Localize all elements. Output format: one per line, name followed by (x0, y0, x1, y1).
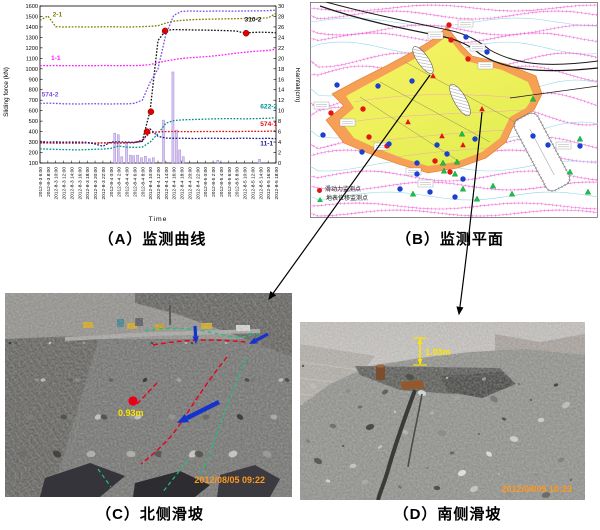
svg-text:2012-8-5 18:00: 2012-8-5 18:00 (274, 167, 280, 200)
svg-text:2012-8-4 10:00: 2012-8-4 10:00 (148, 167, 154, 200)
svg-text:Sliding force (kN): Sliding force (kN) (3, 67, 10, 117)
legend-label-sliding-force: 滑动力监测点 (325, 187, 362, 193)
svg-text:2012-8-3 14:00: 2012-8-3 14:00 (69, 167, 75, 200)
svg-text:1-1: 1-1 (51, 55, 61, 62)
svg-text:100: 100 (29, 161, 38, 167)
svg-text:2012-8-5 4:00: 2012-8-5 4:00 (219, 167, 225, 197)
svg-text:20: 20 (278, 56, 284, 62)
svg-text:622-2: 622-2 (260, 103, 277, 110)
svg-text:22: 22 (278, 46, 284, 52)
svg-text:1000: 1000 (26, 67, 38, 73)
south-slope-photo: 1.03m 2012/08/05 10:23 (299, 322, 585, 501)
monitoring-curve-plot: 1002003004005006007008009001000110012001… (3, 4, 301, 223)
caption-c: （C）北侧滑坡 (96, 506, 204, 523)
svg-text:1100: 1100 (26, 56, 38, 62)
svg-text:400: 400 (29, 130, 38, 136)
svg-text:2012-8-5 16:00: 2012-8-5 16:00 (266, 167, 272, 200)
caption-b: （B）监测平面 (396, 231, 504, 248)
svg-text:2012-8-5 6:00: 2012-8-5 6:00 (227, 167, 233, 197)
svg-text:1500: 1500 (26, 14, 38, 20)
svg-text:Rainfall(cm): Rainfall(cm) (294, 68, 300, 103)
measurement-arrow-yellow (413, 337, 427, 366)
map-legend: 滑动力监测点 地表位移监测点 (317, 186, 368, 204)
svg-text:2012-8-3 20:00: 2012-8-3 20:00 (93, 167, 99, 200)
svg-text:1300: 1300 (26, 35, 38, 41)
displacement-label-d: 1.03m (425, 347, 451, 357)
green-triangle-legend-icon (317, 197, 323, 202)
svg-text:2012-8-4 18:00: 2012-8-4 18:00 (180, 167, 186, 200)
svg-text:2012-8-4 2:00: 2012-8-4 2:00 (117, 167, 123, 197)
svg-text:2012-8-4 0:00: 2012-8-4 0:00 (109, 167, 115, 197)
svg-text:2012-8-5 10:00: 2012-8-5 10:00 (243, 167, 249, 200)
svg-text:2012-8-5 8:00: 2012-8-5 8:00 (235, 167, 241, 197)
photo-c-timestamp: 2012/08/05 09:22 (194, 475, 265, 485)
svg-text:2012-8-3 10:00: 2012-8-3 10:00 (54, 167, 60, 200)
legend-label-displacement: 地表位移监测点 (326, 196, 369, 202)
svg-text:30: 30 (278, 4, 284, 10)
svg-text:6: 6 (278, 130, 281, 136)
north-slope-photo: 0.93m 2012/08/05 09:22 (5, 293, 292, 497)
svg-text:8: 8 (278, 119, 281, 125)
svg-text:2012-8-3 8:00: 2012-8-3 8:00 (46, 167, 52, 197)
svg-text:0: 0 (278, 161, 281, 167)
photo-c: 0.93m 2012/08/05 09:22 (5, 293, 292, 497)
svg-text:2: 2 (278, 151, 281, 157)
svg-text:700: 700 (29, 98, 38, 104)
svg-text:300: 300 (29, 140, 38, 146)
svg-text:2012-8-4 16:00: 2012-8-4 16:00 (172, 167, 178, 200)
svg-text:16: 16 (278, 77, 284, 83)
svg-text:2012-8-4 6:00: 2012-8-4 6:00 (132, 167, 138, 197)
svg-text:2012-8-3 22:00: 2012-8-3 22:00 (101, 167, 107, 200)
svg-text:2012-8-4 8:00: 2012-8-4 8:00 (140, 167, 146, 197)
svg-text:2012-8-5 2:00: 2012-8-5 2:00 (211, 167, 217, 197)
svg-text:12: 12 (278, 98, 284, 104)
svg-text:574-2: 574-2 (42, 92, 59, 99)
photo-d-timestamp: 2012/08/05 10:23 (501, 484, 572, 494)
svg-text:2012-8-4 22:00: 2012-8-4 22:00 (195, 167, 201, 200)
svg-text:Time: Time (149, 216, 168, 223)
svg-text:1600: 1600 (26, 4, 38, 10)
panel-a-chart: 100 200 300 400 500 600 700 800 900 1000 1100 1200 1… (0, 0, 301, 226)
svg-text:18: 18 (278, 67, 284, 73)
displacement-point-marker (128, 396, 138, 406)
svg-text:1200: 1200 (26, 46, 38, 52)
svg-text:200: 200 (29, 151, 38, 157)
svg-text:2012-8-5 12:00: 2012-8-5 12:00 (250, 167, 256, 200)
svg-text:500: 500 (29, 119, 38, 125)
svg-text:24: 24 (278, 35, 284, 41)
caption-a: （A）监测曲线 (98, 231, 207, 248)
svg-text:2012-8-4 20:00: 2012-8-4 20:00 (187, 167, 193, 200)
svg-text:4: 4 (278, 140, 281, 146)
red-dot-legend-icon (317, 188, 322, 193)
svg-text:14: 14 (278, 88, 284, 94)
svg-text:10: 10 (278, 109, 284, 115)
caption-d: （D）南侧滑坡 (393, 506, 502, 523)
svg-text:2012-8-3 6:00: 2012-8-3 6:00 (38, 167, 44, 197)
svg-text:574-1: 574-1 (260, 121, 277, 128)
svg-text:2012-8-3 18:00: 2012-8-3 18:00 (85, 167, 91, 200)
displacement-label-c: 0.93m (118, 408, 144, 418)
svg-text:2-1: 2-1 (53, 11, 63, 18)
svg-text:2012-8-5 0:00: 2012-8-5 0:00 (203, 167, 209, 197)
svg-text:2012-8-5 14:00: 2012-8-5 14:00 (258, 167, 264, 200)
boundary-line-green (97, 327, 259, 494)
svg-text:1400: 1400 (26, 25, 38, 31)
svg-text:11-1: 11-1 (260, 140, 273, 147)
svg-text:600: 600 (29, 109, 38, 115)
svg-text:2012-8-4 4:00: 2012-8-4 4:00 (125, 167, 131, 197)
svg-text:310-2: 310-2 (245, 16, 262, 23)
svg-text:2012-8-4 12:00: 2012-8-4 12:00 (156, 167, 162, 200)
svg-text:28: 28 (278, 14, 284, 20)
svg-text:26: 26 (278, 25, 284, 31)
svg-text:2012-8-3 12:00: 2012-8-3 12:00 (62, 167, 68, 200)
svg-text:2012-8-4 14:00: 2012-8-4 14:00 (164, 167, 170, 200)
svg-text:2012-8-3 16:00: 2012-8-3 16:00 (77, 167, 83, 200)
crack-line-red (135, 339, 246, 465)
movement-arrows-blue (177, 325, 269, 423)
svg-text:800: 800 (29, 88, 38, 94)
photo-d: 1.03m 2012/08/05 10:23 (299, 322, 585, 501)
svg-text:900: 900 (29, 77, 38, 83)
